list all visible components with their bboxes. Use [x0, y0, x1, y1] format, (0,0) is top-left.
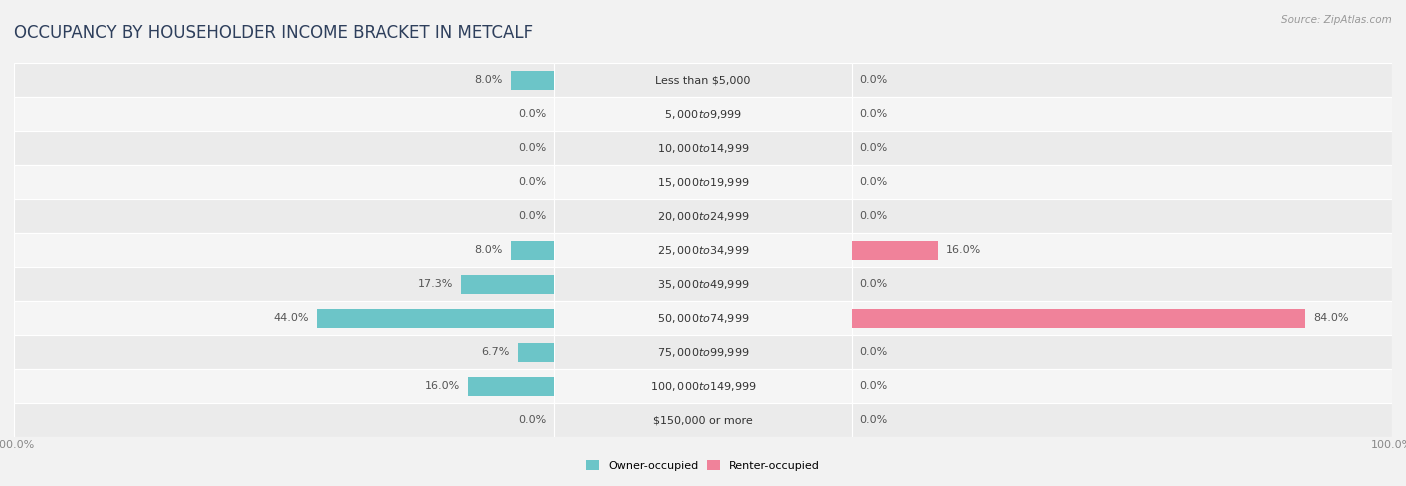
Text: 16.0%: 16.0%	[946, 245, 981, 255]
Bar	[852, 267, 1392, 301]
Bar	[554, 301, 852, 335]
Bar	[14, 233, 554, 267]
Bar	[852, 63, 1392, 97]
Text: 0.0%: 0.0%	[859, 75, 889, 85]
Text: Source: ZipAtlas.com: Source: ZipAtlas.com	[1281, 15, 1392, 25]
Text: 0.0%: 0.0%	[859, 109, 889, 119]
Text: 17.3%: 17.3%	[418, 279, 453, 289]
Text: $15,000 to $19,999: $15,000 to $19,999	[657, 176, 749, 189]
Bar	[14, 131, 554, 165]
Bar	[852, 97, 1392, 131]
Text: 0.0%: 0.0%	[517, 416, 547, 425]
Bar	[852, 199, 1392, 233]
Text: 0.0%: 0.0%	[517, 109, 547, 119]
Text: 84.0%: 84.0%	[1313, 313, 1350, 323]
Text: $100,000 to $149,999: $100,000 to $149,999	[650, 380, 756, 393]
Text: $20,000 to $24,999: $20,000 to $24,999	[657, 210, 749, 223]
Bar	[512, 241, 554, 260]
Bar	[14, 63, 554, 97]
Text: $25,000 to $34,999: $25,000 to $34,999	[657, 244, 749, 257]
Legend: Owner-occupied, Renter-occupied: Owner-occupied, Renter-occupied	[581, 456, 825, 476]
Text: OCCUPANCY BY HOUSEHOLDER INCOME BRACKET IN METCALF: OCCUPANCY BY HOUSEHOLDER INCOME BRACKET …	[14, 24, 533, 42]
Text: 0.0%: 0.0%	[517, 211, 547, 221]
Text: 0.0%: 0.0%	[859, 211, 889, 221]
Text: 0.0%: 0.0%	[517, 143, 547, 153]
Text: 0.0%: 0.0%	[859, 347, 889, 357]
Bar	[852, 335, 1392, 369]
Bar	[14, 97, 554, 131]
Text: 0.0%: 0.0%	[859, 382, 889, 391]
Text: 16.0%: 16.0%	[425, 382, 460, 391]
Text: $5,000 to $9,999: $5,000 to $9,999	[664, 108, 742, 121]
Text: 8.0%: 8.0%	[475, 75, 503, 85]
Text: 0.0%: 0.0%	[859, 416, 889, 425]
Bar	[554, 267, 852, 301]
Text: 6.7%: 6.7%	[482, 347, 510, 357]
Bar	[554, 97, 852, 131]
Text: $150,000 or more: $150,000 or more	[654, 416, 752, 425]
Bar	[14, 369, 554, 403]
Bar	[554, 403, 852, 437]
Bar	[554, 131, 852, 165]
Bar	[512, 71, 554, 89]
Bar	[14, 267, 554, 301]
Bar	[14, 403, 554, 437]
Bar	[852, 131, 1392, 165]
Bar	[554, 369, 852, 403]
Bar	[14, 301, 554, 335]
Text: $10,000 to $14,999: $10,000 to $14,999	[657, 142, 749, 155]
Bar	[852, 301, 1392, 335]
Bar	[554, 199, 852, 233]
Bar	[852, 233, 1392, 267]
Bar	[852, 369, 1392, 403]
Bar	[519, 343, 554, 362]
Text: $35,000 to $49,999: $35,000 to $49,999	[657, 278, 749, 291]
Bar	[852, 165, 1392, 199]
Text: 8.0%: 8.0%	[475, 245, 503, 255]
Text: 44.0%: 44.0%	[273, 313, 308, 323]
Text: 0.0%: 0.0%	[859, 177, 889, 187]
Bar	[14, 165, 554, 199]
Bar	[14, 199, 554, 233]
Text: Less than $5,000: Less than $5,000	[655, 75, 751, 85]
Bar	[554, 233, 852, 267]
Text: 0.0%: 0.0%	[517, 177, 547, 187]
Bar	[852, 241, 938, 260]
Bar	[852, 403, 1392, 437]
Bar	[316, 309, 554, 328]
Bar	[554, 165, 852, 199]
Text: 0.0%: 0.0%	[859, 143, 889, 153]
Bar	[14, 335, 554, 369]
Bar	[554, 63, 852, 97]
Bar	[468, 377, 554, 396]
Bar	[852, 309, 1306, 328]
Text: $50,000 to $74,999: $50,000 to $74,999	[657, 312, 749, 325]
Text: $75,000 to $99,999: $75,000 to $99,999	[657, 346, 749, 359]
Bar	[461, 275, 554, 294]
Bar	[554, 335, 852, 369]
Text: 0.0%: 0.0%	[859, 279, 889, 289]
